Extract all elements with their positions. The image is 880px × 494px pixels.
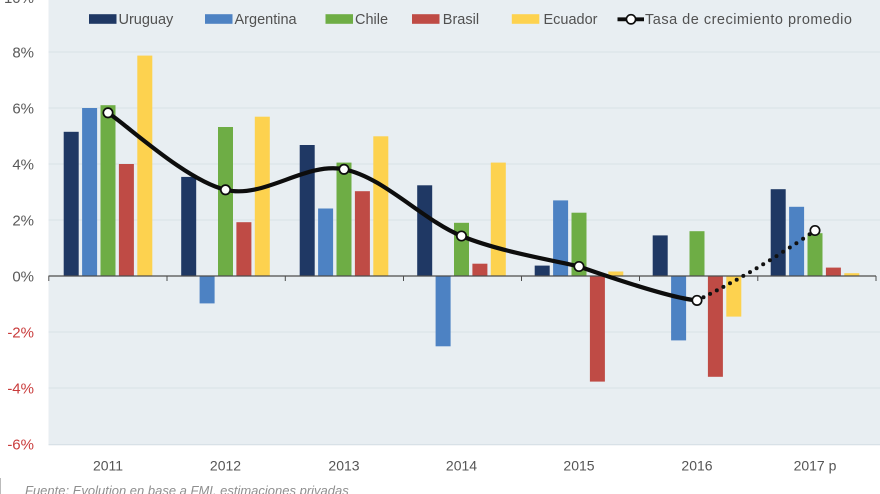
svg-text:2%: 2% xyxy=(12,213,34,230)
svg-text:-6%: -6% xyxy=(7,437,34,454)
svg-text:Brasil: Brasil xyxy=(443,12,479,28)
svg-text:Ecuador: Ecuador xyxy=(544,12,598,28)
svg-text:Chile: Chile xyxy=(355,12,388,28)
svg-text:2016: 2016 xyxy=(681,458,712,474)
svg-text:-2%: -2% xyxy=(7,325,34,342)
svg-text:2017 p: 2017 p xyxy=(794,458,837,474)
svg-text:Argentina: Argentina xyxy=(235,12,298,28)
svg-text:10%: 10% xyxy=(4,0,34,7)
svg-text:2015: 2015 xyxy=(563,458,594,474)
svg-text:Fuente: Evolution en base a FM: Fuente: Evolution en base a FMI, estimac… xyxy=(25,483,349,494)
svg-text:2011: 2011 xyxy=(93,458,123,474)
svg-text:Uruguay: Uruguay xyxy=(119,12,175,28)
svg-text:2013: 2013 xyxy=(328,458,359,474)
svg-text:Tasa de crecimiento promedio: Tasa de crecimiento promedio xyxy=(645,12,852,28)
svg-text:4%: 4% xyxy=(12,157,34,174)
svg-text:8%: 8% xyxy=(12,45,34,62)
svg-text:2014: 2014 xyxy=(446,458,477,474)
svg-text:6%: 6% xyxy=(12,101,34,118)
svg-text:0%: 0% xyxy=(12,269,34,286)
svg-text:-4%: -4% xyxy=(7,381,34,398)
svg-text:2012: 2012 xyxy=(210,458,241,474)
